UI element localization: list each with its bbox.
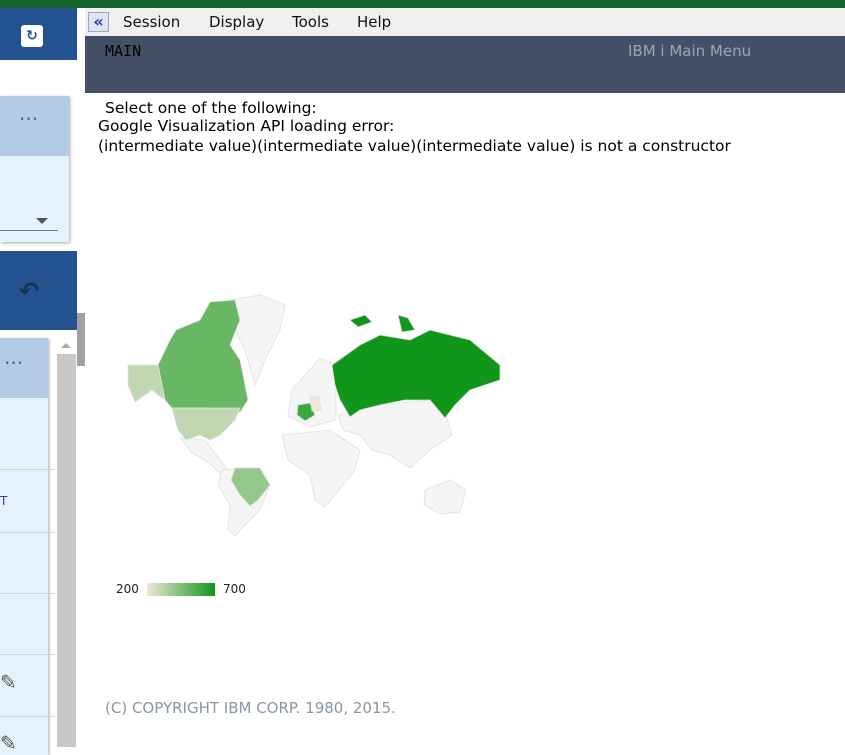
- undo-bar: ↶: [0, 251, 77, 330]
- refresh-bar: ↻: [0, 8, 77, 60]
- region-australia[interactable]: [423, 479, 467, 515]
- scrollbar-thumb[interactable]: [77, 313, 85, 366]
- menu-bar: « Session Display Tools Help: [85, 8, 845, 36]
- legend-max-label: 700: [223, 582, 246, 596]
- region-greenland[interactable]: [229, 294, 286, 387]
- region-russia[interactable]: [331, 329, 501, 419]
- sidebar-item-label[interactable]: T: [0, 494, 8, 508]
- legend-gradient: [147, 583, 215, 596]
- region-united-states[interactable]: [171, 407, 241, 441]
- region-brazil[interactable]: [230, 467, 271, 507]
- top-accent-bar: [0, 0, 845, 8]
- screen-title: IBM i Main Menu: [628, 42, 752, 60]
- refresh-icon[interactable]: ↻: [21, 25, 43, 47]
- error-line-1: Google Visualization API loading error:: [98, 117, 395, 135]
- left-sidebar: ↻ ··· ↶ ··· T ✎ ✎: [0, 8, 85, 755]
- region-mexico-central-america[interactable]: [179, 437, 229, 474]
- screen-id: MAIN: [105, 42, 142, 60]
- error-line-2: (intermediate value)(intermediate value)…: [98, 137, 731, 155]
- undo-icon[interactable]: ↶: [19, 277, 40, 305]
- session-panel: ···: [0, 96, 69, 242]
- dropdown-arrow-icon[interactable]: [36, 218, 48, 224]
- actions-panel: ··· T ✎ ✎: [0, 338, 55, 755]
- edit-icon[interactable]: ✎: [0, 731, 17, 755]
- sidebar-scrollbar[interactable]: [57, 338, 76, 747]
- region-germany[interactable]: [309, 395, 322, 412]
- legend-min-label: 200: [116, 582, 139, 596]
- menu-display[interactable]: Display: [209, 13, 265, 31]
- region-russia-arctic-islands[interactable]: [349, 314, 373, 328]
- prompt-text: Select one of the following:: [105, 99, 317, 117]
- more-vert-icon[interactable]: ···: [4, 353, 23, 373]
- region-russia-chukotka[interactable]: [397, 314, 416, 333]
- geo-chart-map: [127, 294, 501, 537]
- copyright-text: (C) COPYRIGHT IBM CORP. 1980, 2015.: [105, 699, 396, 717]
- double-chevron-left-icon[interactable]: «: [88, 12, 109, 32]
- screen-header: MAIN IBM i Main Menu: [85, 36, 845, 93]
- menu-help[interactable]: Help: [357, 13, 392, 31]
- region-alaska[interactable]: [127, 364, 166, 403]
- region-france[interactable]: [296, 402, 316, 422]
- region-asia[interactable]: [337, 399, 453, 469]
- dropdown-underline: [0, 230, 58, 231]
- menu-session[interactable]: Session: [123, 13, 181, 31]
- edit-icon[interactable]: ✎: [0, 670, 17, 694]
- scroll-up-arrow[interactable]: [57, 338, 76, 354]
- region-africa[interactable]: [281, 429, 361, 508]
- menu-tools[interactable]: Tools: [292, 13, 329, 31]
- more-vert-icon[interactable]: ···: [19, 109, 38, 129]
- region-canada[interactable]: [157, 299, 249, 413]
